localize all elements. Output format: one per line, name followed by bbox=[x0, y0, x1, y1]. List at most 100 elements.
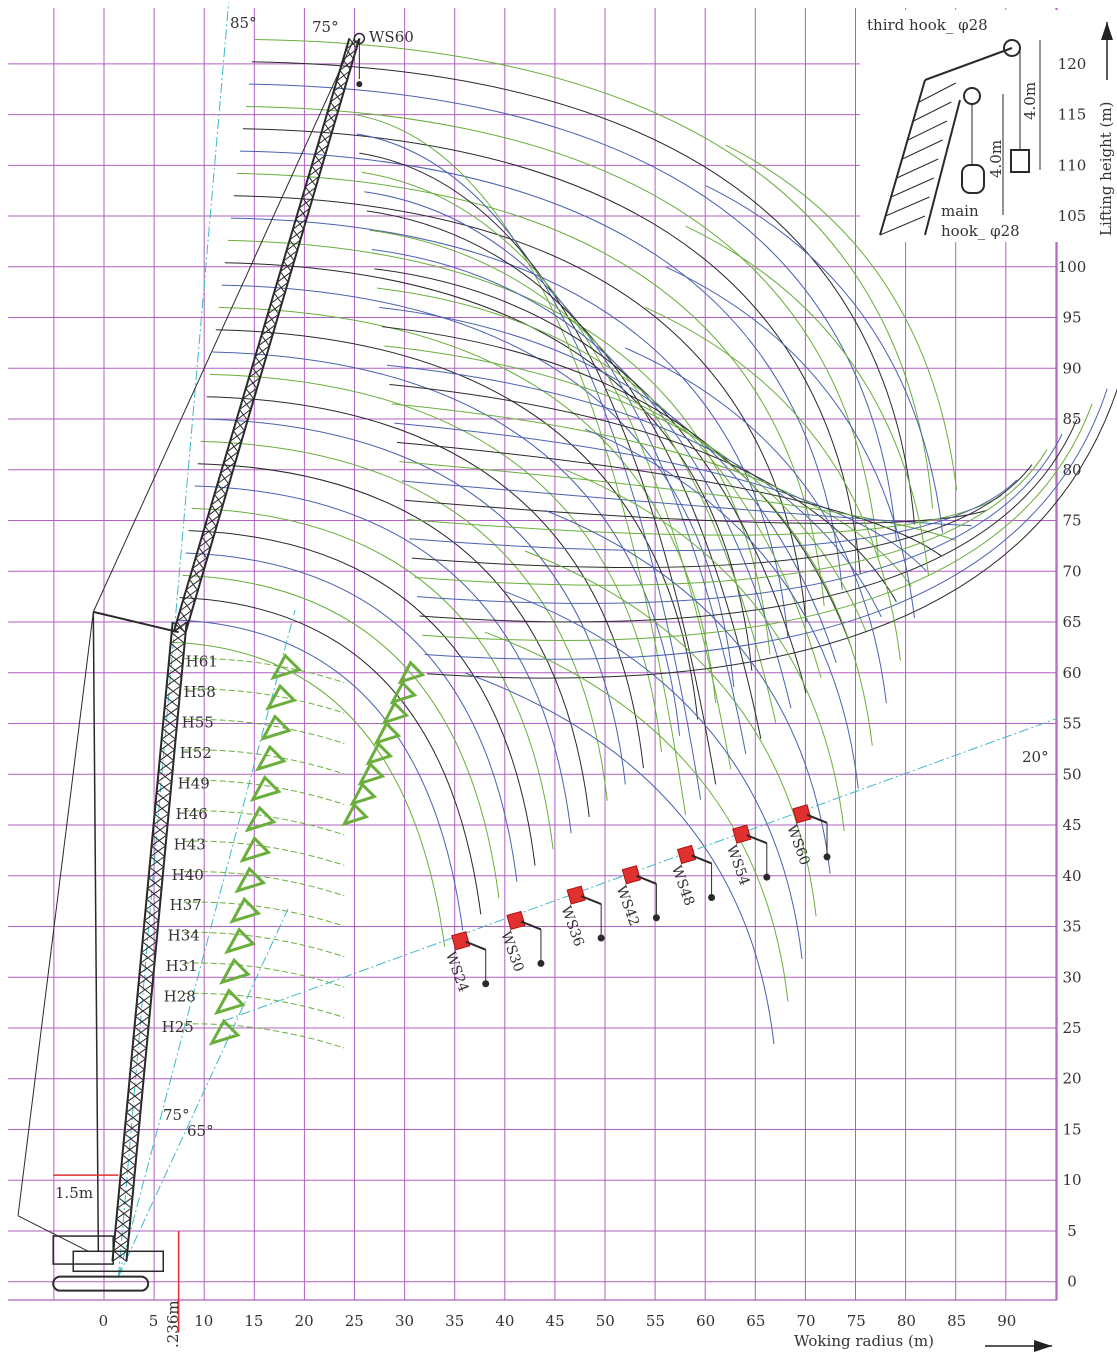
y-tick-label: 115 bbox=[1058, 106, 1087, 124]
y-tick-label: 10 bbox=[1062, 1171, 1081, 1189]
jib-lacing bbox=[267, 313, 277, 326]
jib-arm bbox=[520, 920, 542, 931]
y-tick-label: 70 bbox=[1062, 562, 1081, 580]
range-arc-outer bbox=[625, 347, 887, 704]
jib-lacing bbox=[305, 186, 314, 198]
range-arc bbox=[188, 530, 536, 866]
jib-lacing bbox=[348, 38, 358, 50]
jib-lacing bbox=[286, 250, 295, 262]
boom-height-label: H28 bbox=[164, 988, 196, 1006]
range-arc bbox=[394, 422, 927, 572]
boom-height-label: H58 bbox=[184, 683, 216, 701]
jib-lacing bbox=[330, 101, 339, 113]
y-tick-label: 110 bbox=[1058, 156, 1087, 174]
x-tick-label: 20 bbox=[295, 1312, 314, 1330]
main-boom-lacing bbox=[157, 781, 171, 793]
y-tick-label: 55 bbox=[1062, 715, 1081, 733]
inset-lacing bbox=[879, 215, 926, 236]
range-arc bbox=[427, 387, 1117, 679]
jib-length-label: WS54 bbox=[723, 843, 752, 888]
jib-lacing bbox=[226, 451, 236, 463]
hinge-radius-curve bbox=[183, 840, 345, 866]
main-boom-lacing bbox=[144, 920, 158, 932]
jib-foot-marker bbox=[389, 680, 418, 705]
inset-main-hook bbox=[961, 164, 985, 194]
jib-foot-marker bbox=[224, 927, 257, 955]
jib-foot-marker bbox=[357, 761, 386, 786]
range-arc-outer bbox=[564, 469, 845, 832]
jib-foot-marker bbox=[397, 660, 426, 685]
range-arc-outer bbox=[484, 631, 789, 1002]
main-boom-lacing bbox=[127, 1101, 141, 1113]
crawler-track bbox=[52, 1275, 150, 1292]
range-arc-outer bbox=[524, 550, 817, 917]
jib-length-label: WS42 bbox=[613, 884, 642, 929]
main-boom-lacing bbox=[166, 685, 180, 698]
offset-dim-label: 1.5m bbox=[55, 1184, 93, 1202]
inset-dim-1: 4.0m bbox=[1021, 82, 1039, 120]
hinge-radius-curve bbox=[183, 749, 345, 775]
main-boom-lacing bbox=[159, 760, 173, 772]
jib-lacing bbox=[308, 175, 317, 188]
range-arc bbox=[359, 152, 717, 785]
range-arc bbox=[412, 464, 1033, 569]
range-arc bbox=[239, 150, 843, 590]
x-tick-label: 75 bbox=[847, 1312, 866, 1330]
range-arc bbox=[389, 384, 897, 602]
main-boom-lacing bbox=[147, 888, 161, 900]
main-boom-lacing bbox=[148, 877, 162, 889]
inset-lacing bbox=[890, 177, 935, 198]
range-arc-outer bbox=[645, 306, 901, 661]
main-boom-lacing bbox=[153, 824, 167, 836]
jib-length-label: WS48 bbox=[668, 863, 697, 908]
range-arc-outer bbox=[705, 185, 944, 533]
jib-lacing bbox=[251, 366, 261, 379]
jib-hook bbox=[763, 873, 771, 881]
jib-lacing bbox=[261, 335, 270, 347]
jib-lacing bbox=[235, 419, 245, 432]
x-tick-label: 65 bbox=[746, 1312, 765, 1330]
range-arc-outer bbox=[544, 509, 831, 874]
main-boom-lacing bbox=[150, 856, 164, 868]
hook-inset-drawing bbox=[879, 39, 1041, 236]
jib-foot-marker bbox=[208, 1018, 241, 1046]
main-boom-lacing bbox=[149, 866, 163, 879]
boom-height-label: H46 bbox=[176, 805, 208, 823]
boom-height-label: H49 bbox=[178, 774, 210, 792]
jib-lacing bbox=[298, 207, 308, 219]
hook-block bbox=[356, 81, 363, 88]
range-arc bbox=[414, 449, 1048, 586]
range-arc bbox=[396, 441, 942, 557]
y-tick-label: 20 bbox=[1062, 1070, 1081, 1088]
jib-lacing bbox=[257, 345, 267, 357]
range-arc bbox=[424, 388, 1108, 660]
jib-lacing bbox=[217, 483, 226, 495]
angle-guide-lines bbox=[117, 2, 1058, 1277]
jib-head-marker bbox=[506, 910, 526, 931]
angle-75-guide bbox=[117, 609, 296, 1277]
mast-backstay bbox=[92, 611, 100, 1252]
jib-lacing bbox=[336, 80, 346, 92]
range-arc bbox=[417, 434, 1063, 604]
x-tick-label: 30 bbox=[395, 1312, 414, 1330]
main-boom-height-labels: H61 H58 H55 H52 H49 H46 H43 H40 H37 H34 H31 H28 H25 bbox=[162, 653, 218, 1036]
range-arc bbox=[203, 418, 626, 785]
main-boom-lacing bbox=[128, 1090, 142, 1102]
range-arc bbox=[386, 364, 882, 618]
range-arc bbox=[406, 494, 1003, 536]
inset-lacing bbox=[885, 196, 930, 217]
main-boom-lacing bbox=[136, 1005, 150, 1017]
x-tick-label: 80 bbox=[897, 1312, 916, 1330]
jib-lacing bbox=[254, 356, 264, 368]
main-boom-lacing bbox=[131, 1058, 145, 1070]
y-tick-label: 100 bbox=[1058, 258, 1087, 276]
jib-lacing bbox=[326, 112, 336, 124]
range-arc bbox=[179, 597, 482, 915]
main-boom-lacing bbox=[119, 1186, 133, 1198]
pivot-dim-label: .236m bbox=[164, 1300, 182, 1348]
main-boom-lacing bbox=[118, 1197, 132, 1209]
jib-head-marker bbox=[621, 865, 641, 885]
hinge-radius-curve bbox=[183, 962, 345, 988]
jib-foot-marker bbox=[381, 700, 410, 725]
x-tick-label: 25 bbox=[345, 1312, 364, 1330]
